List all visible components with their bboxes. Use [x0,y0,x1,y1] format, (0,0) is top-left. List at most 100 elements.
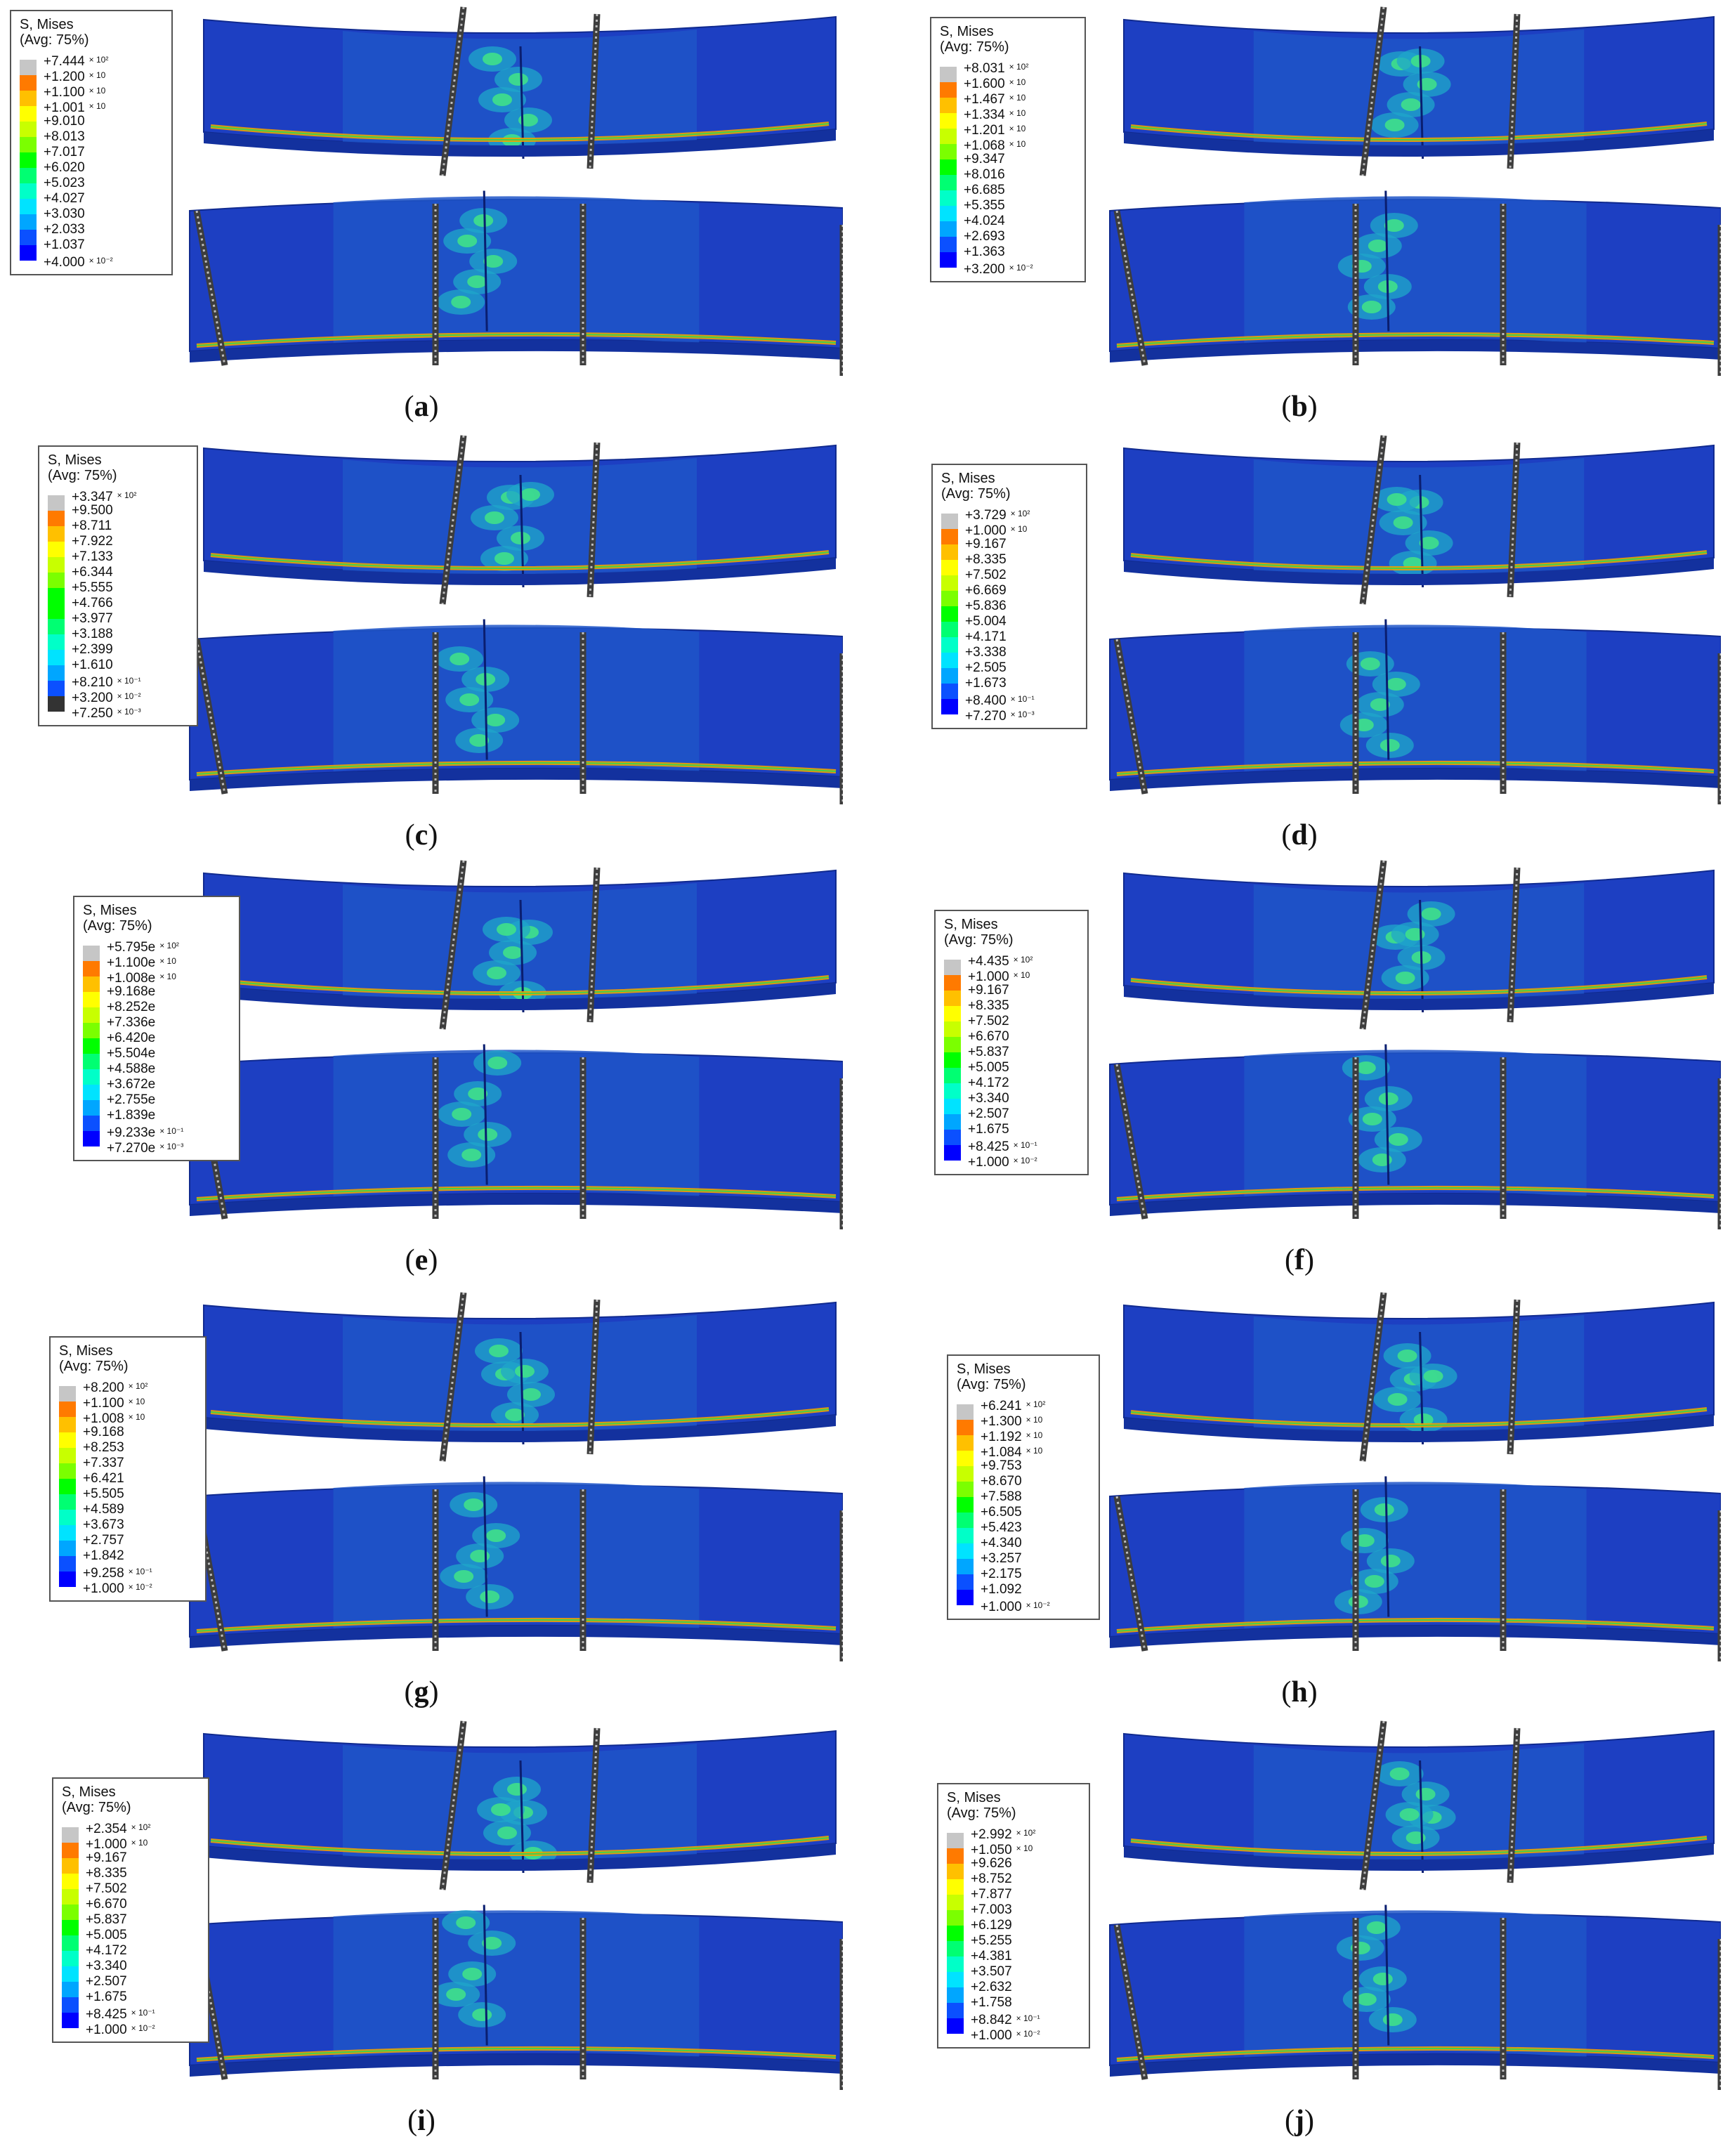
legend-exponent: × 10² [117,490,137,500]
legend-number: +6.241 [981,1399,1022,1413]
legend-number: +2.632 [971,1980,1012,1994]
legend-row: +5.504e [83,1046,232,1069]
legend-row: +8.335 [941,552,1079,575]
legend-value: +1.008e × 10 [107,969,176,986]
caption-open: ( [405,819,415,851]
legend-number: +3.340 [968,1091,1009,1106]
legend-swatch [48,573,65,588]
legend-swatch [944,1068,961,1083]
legend-swatch [20,122,37,137]
legend-row: +6.669 [941,583,1079,606]
legend-row: +7.250 × 10⁻³ [48,704,190,721]
legend-number: +9.753 [981,1458,1022,1473]
legend-row: +1.675 [944,1122,1080,1145]
legend-value: +5.505 [83,1487,124,1502]
legend-value: +4.589 [83,1502,124,1517]
legend-value: +5.023 [44,176,85,191]
beam [1109,1476,1721,1648]
legend-row: +7.502 [944,1014,1080,1037]
legend-swatch [48,665,65,681]
legend-number: +8.752 [971,1871,1012,1886]
legend-row: +3.030 [20,207,164,230]
legend-row: +1.363 [940,244,1077,268]
legend-swatch [944,1130,961,1145]
legend-number: +7.444 [44,54,85,69]
legend-swatch [20,75,37,91]
legend-swatch [48,619,65,634]
caption-open: ( [404,391,414,423]
legend-row: +7.502 [941,568,1079,591]
legend-swatch [62,1920,79,1935]
rebar-anchor [1507,13,1521,169]
legend-swatch [940,221,957,237]
rebar-anchor [1507,442,1521,598]
rebar-anchor [587,867,601,1023]
legend-swatch [59,1432,76,1448]
legend-value: +1.200 × 10 [44,67,105,85]
legend-row: +5.837 [62,1912,201,1935]
legend-swatch [941,591,958,606]
legend-exponent: × 10² [1016,1828,1036,1838]
legend-swatch [941,575,958,591]
legend-row: +1.000 × 10 [941,521,1079,544]
legend-value: +5.837 [86,1912,127,1928]
legend-row: +2.693 [940,229,1077,252]
legend-row: +3.340 [62,1959,201,1982]
legend-row: +5.023 [20,176,164,199]
legend-swatch [947,1956,964,1972]
legend-swatch [940,129,957,144]
legend-exponent: × 10 [1025,1446,1043,1456]
caption-letter: b [1291,391,1308,423]
legend-number: +9.167 [86,1850,127,1865]
legend-value: +9.168 [83,1425,124,1440]
legend-number: +1.000 [968,1155,1009,1170]
rebar-anchor [1359,435,1387,605]
rebar-anchor [439,860,467,1030]
legend-swatch [59,1402,76,1417]
caption-letter: g [414,1676,429,1709]
legend-row: +4.172 [944,1076,1080,1099]
legend-row: +5.355 [940,198,1077,221]
legend-value: +4.000 × 10⁻² [44,253,113,270]
legend-row: +9.347 [940,152,1077,175]
legend-row: +1.000 × 10 [944,967,1080,991]
legend-row: +7.337 [59,1456,198,1479]
legend-exponent: × 10⁻¹ [131,2008,155,2018]
legend-value: +9.500 [72,503,113,518]
legend-swatch [944,1099,961,1114]
legend-value: +8.252e [107,1000,155,1015]
caption-close: ) [1307,391,1318,423]
legend-swatch [48,526,65,542]
legend-row: +6.421 [59,1471,198,1494]
legend-subtitle: (Avg: 75%) [944,932,1014,948]
legend-value: +7.336e [107,1015,155,1031]
legend-swatch [947,1972,964,1987]
legend-swatch [944,1021,961,1037]
legend-swatch [957,1451,974,1466]
legend-swatch [20,91,37,106]
legend-number: +1.675 [968,1122,1009,1137]
legend-number: +5.837 [968,1045,1009,1059]
panel-caption: (a) [0,390,843,424]
legend-number: +9.347 [964,152,1005,166]
legend-row: +4.340 [957,1536,1092,1559]
legend-swatch [48,696,65,712]
rebar-anchor [1359,1292,1387,1462]
legend-row: +8.335 [62,1866,201,1889]
legend-number: +1.008e [107,971,156,986]
legend-value: +8.335 [968,998,1009,1014]
caption-close: ) [1307,819,1318,851]
legend-number: +3.673 [83,1517,124,1532]
legend-number: +9.258 [83,1566,124,1581]
rebar-anchor [1359,860,1387,1030]
beam-model [189,435,843,804]
legend-value: +1.675 [968,1122,1009,1137]
legend-swatch [940,159,957,175]
legend-swatch [62,1905,79,1920]
legend-number: +6.505 [981,1505,1022,1520]
legend-value: +1.192 × 10 [981,1427,1042,1445]
legend-row: +3.338 [941,645,1079,668]
legend-value: +2.992 × 10² [971,1825,1035,1843]
legend-swatch [941,514,958,529]
legend-exponent: × 10⁻¹ [1010,694,1035,704]
